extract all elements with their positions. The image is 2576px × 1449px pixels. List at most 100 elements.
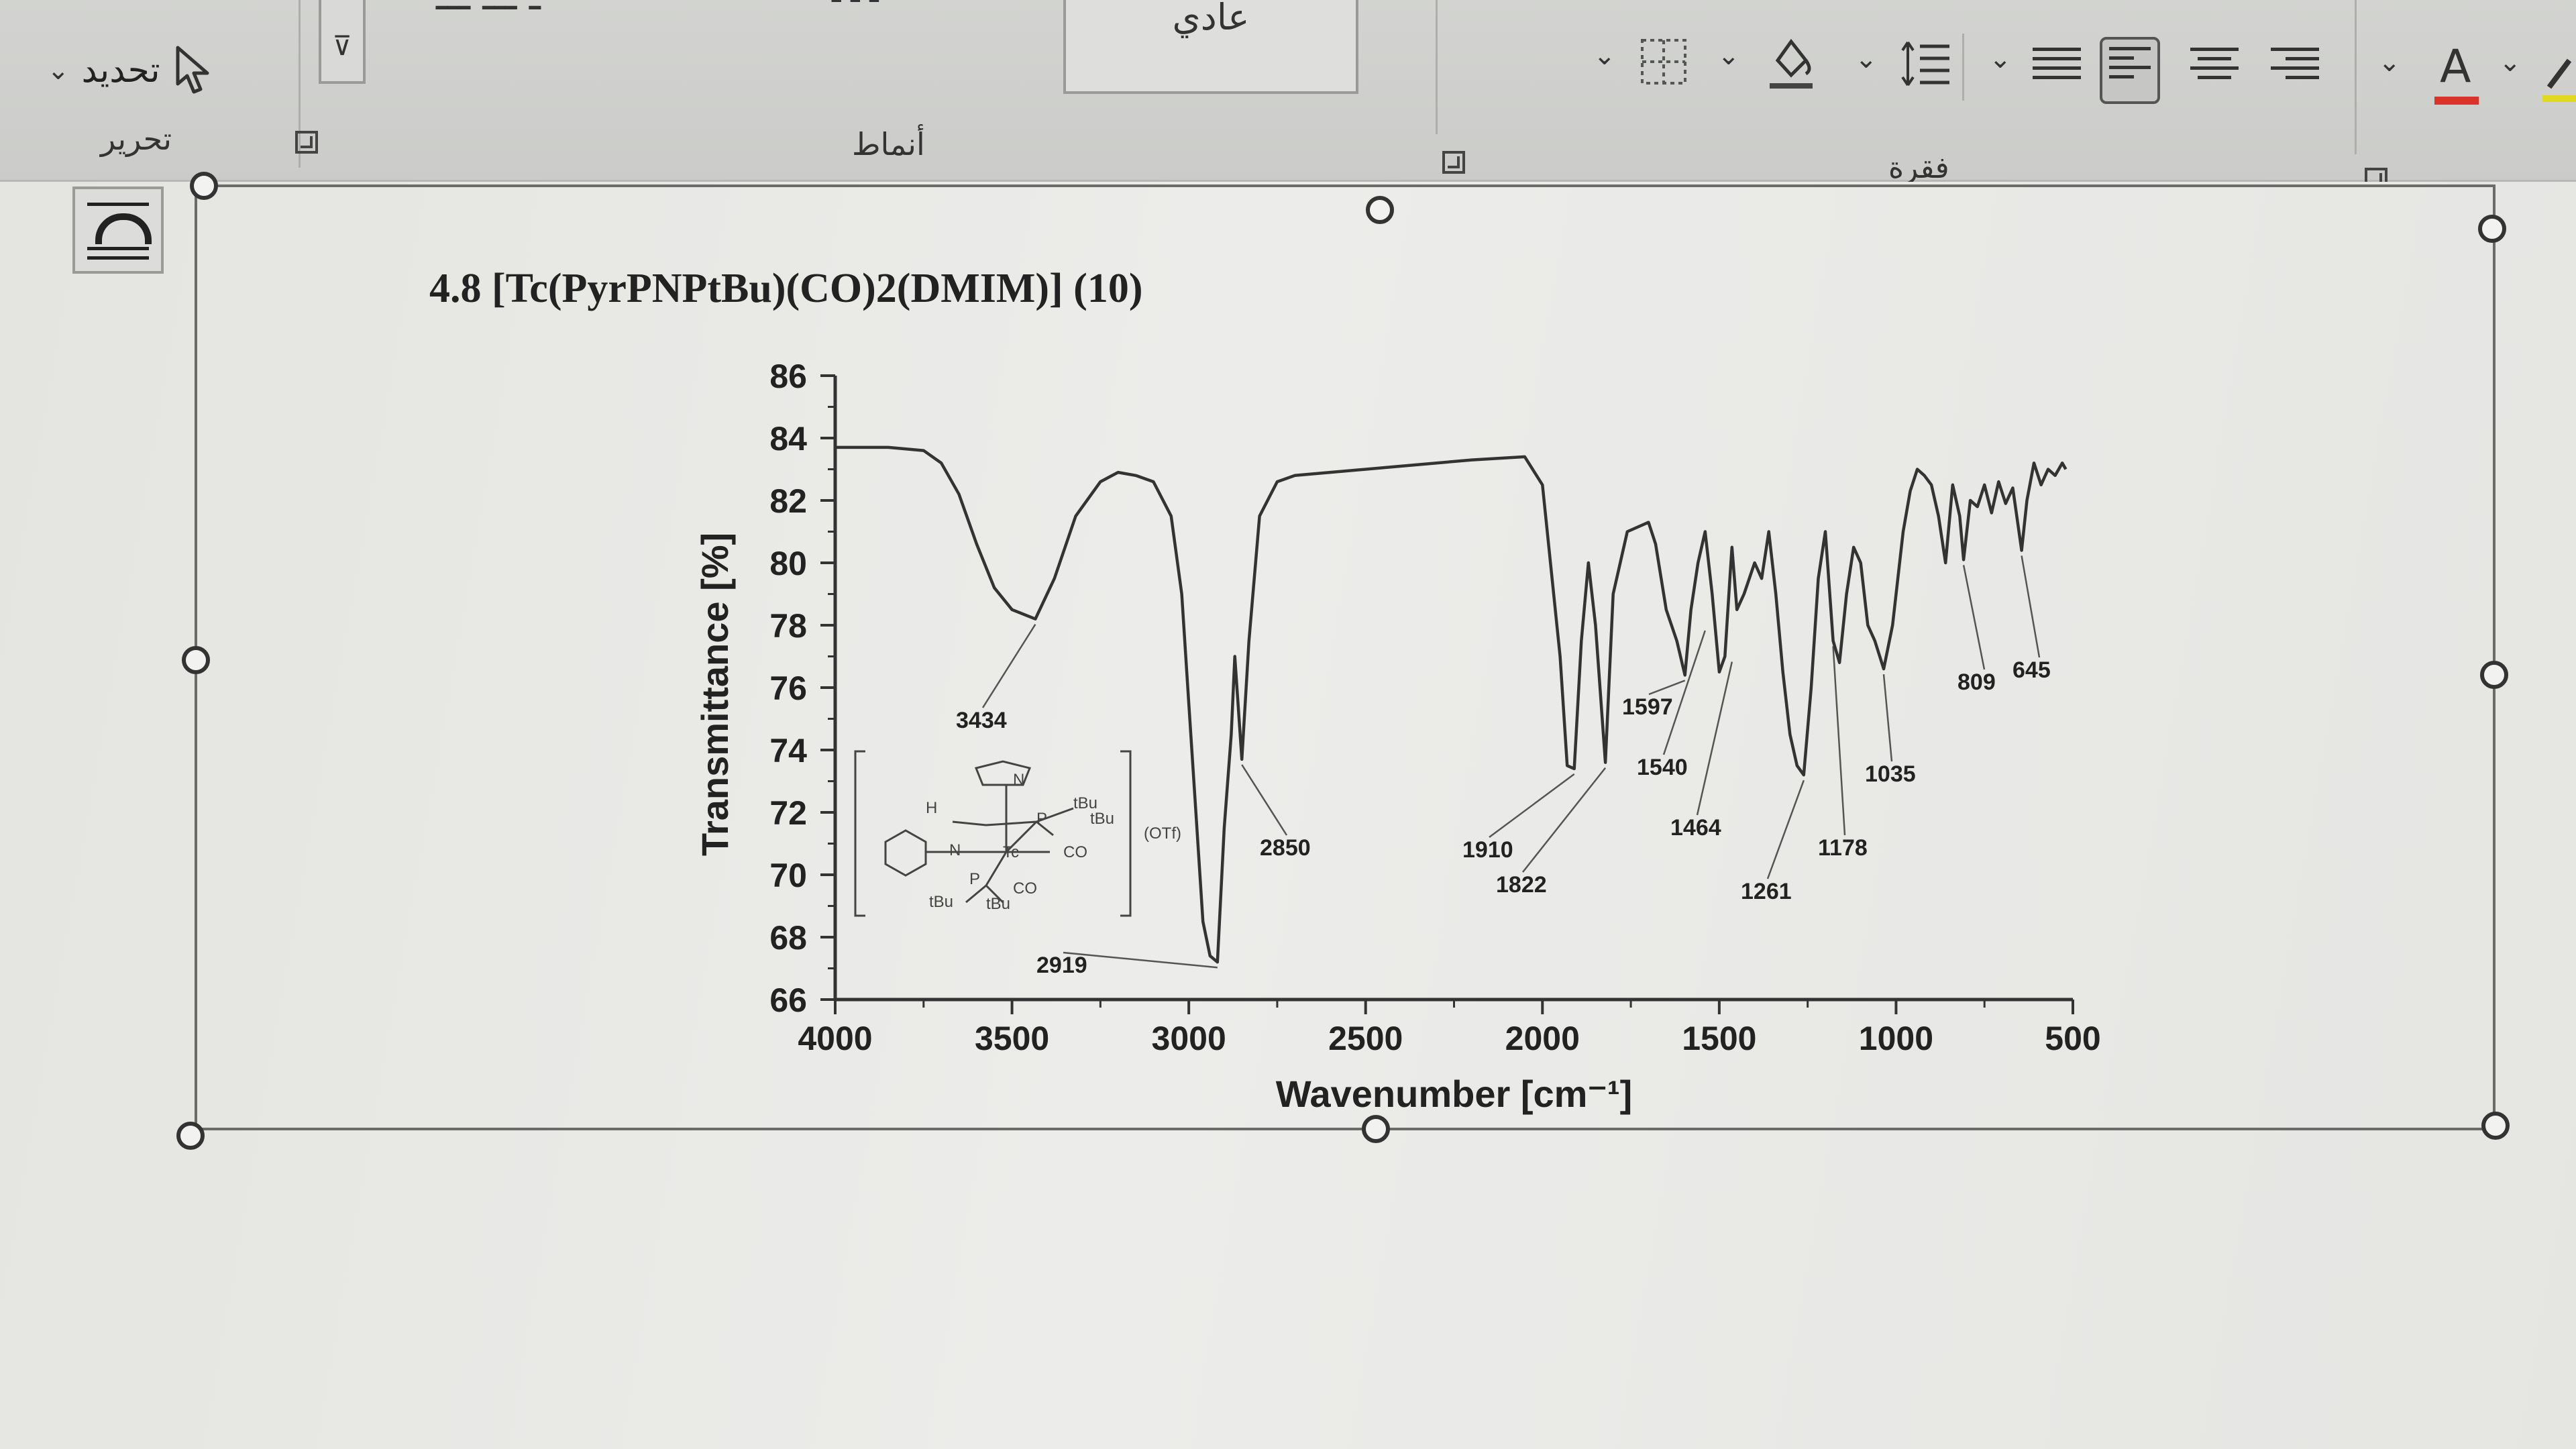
peak-label: 1261 (1741, 879, 1792, 904)
annotation-leader (1696, 661, 1733, 816)
resize-handle-top-left[interactable] (190, 172, 218, 200)
inset-atom-label: tBu (1073, 794, 1097, 812)
group-divider (1436, 0, 1438, 134)
annotation-leader (1489, 773, 1575, 839)
x-tick-label: 500 (2045, 1020, 2100, 1057)
editing-dialog-launcher-icon[interactable] (295, 131, 318, 154)
borders-icon[interactable] (1637, 35, 1690, 89)
resize-handle-top-right[interactable] (2478, 215, 2506, 243)
figure-heading: 4.8 [Tc(PyrPNPtBu)(CO)2(DMIM)] (10) (429, 266, 1143, 311)
chevron-down-icon[interactable]: ⌄ (1593, 40, 1616, 71)
layout-options-button[interactable] (72, 186, 164, 274)
font-color-letter: A (2440, 40, 2471, 93)
font-color-icon[interactable]: A (2432, 40, 2485, 107)
peak-label: 1540 (1637, 755, 1688, 780)
shading-icon[interactable] (1764, 34, 1818, 94)
align-center-icon[interactable] (2190, 42, 2239, 90)
x-axis-label: Wavenumber [cm⁻¹] (1276, 1073, 1633, 1115)
y-tick-label: 70 (769, 857, 807, 894)
y-tick-label: 82 (769, 482, 807, 520)
styles-expand-button[interactable]: ⊽ (319, 0, 366, 84)
pyridine-ring (884, 829, 927, 877)
chevron-down-icon[interactable]: ⌄ (2378, 47, 2401, 78)
editing-group-label: تحرير (101, 121, 172, 157)
inset-atom-label: tBu (986, 895, 1010, 913)
y-tick-label: 78 (769, 607, 807, 645)
peak-label: 1178 (1818, 835, 1868, 861)
imidazolium-ring (974, 760, 1032, 786)
inset-bracket-left (854, 750, 865, 917)
resize-handle-bottom-left[interactable] (176, 1122, 205, 1150)
styles-gallery-item[interactable]: ـ ـــ ـــ (436, 0, 541, 19)
select-button[interactable]: ⌄ تحديد (47, 40, 248, 101)
normal-style-box[interactable]: عادي (1063, 0, 1358, 94)
resize-handle-right[interactable] (2480, 661, 2508, 689)
inset-atom-label: N (949, 841, 961, 859)
divider (1962, 34, 1964, 101)
peak-annotations: 3434 2919 2850 1910 1822 1597 1540 1464 1261 1178… (956, 555, 2051, 978)
resize-handle-top[interactable] (1366, 196, 1394, 224)
y-tick-label: 66 (769, 981, 807, 1019)
inset-atom-label: Tc (1003, 843, 1019, 861)
highlight-pen-icon[interactable] (2542, 54, 2576, 107)
x-tick-label: 3500 (975, 1020, 1049, 1057)
inset-atom-label: CO (1013, 879, 1037, 898)
peak-label: 1822 (1496, 872, 1547, 898)
resize-handle-bottom[interactable] (1362, 1115, 1390, 1143)
peak-label: 809 (1957, 669, 1996, 695)
group-divider (2355, 0, 2357, 154)
annotation-leader (1662, 630, 1706, 755)
y-axis-label: Transmittance [%] (694, 533, 736, 856)
styles-group-label: أنماط (852, 126, 925, 162)
chevron-down-icon[interactable]: ⌄ (47, 55, 70, 86)
peak-label: 1035 (1865, 761, 1916, 787)
annotation-leader (1063, 951, 1218, 969)
x-tick-label: 1500 (1682, 1020, 1756, 1057)
annotation-leader (1522, 767, 1607, 873)
chevron-down-icon[interactable]: ⌄ (1717, 40, 1740, 71)
annotation-leader (1832, 646, 1846, 836)
resize-handle-bottom-right[interactable] (2481, 1112, 2510, 1140)
y-tick-label: 72 (769, 794, 807, 832)
x-tick-label: 2000 (1505, 1020, 1580, 1057)
x-tick-label: 2500 (1328, 1020, 1403, 1057)
group-divider (299, 0, 301, 168)
document-page[interactable] (0, 182, 2576, 1449)
annotation-leader (1648, 680, 1686, 696)
pointer-icon (176, 46, 209, 94)
justify-icon[interactable] (2033, 42, 2081, 90)
align-left-icon[interactable] (2100, 37, 2160, 104)
y-tick-label: 86 (769, 358, 807, 395)
ribbon: ⌄ تحديد تحرير ⊽ ـ ـــ ـــ ـ ـ ـ عادي أنم… (0, 0, 2576, 191)
inset-atom-label: tBu (1090, 810, 1114, 828)
x-tick-label: 1000 (1859, 1020, 1933, 1057)
peak-label: 645 (2012, 657, 2051, 683)
inset-atom-label: CO (1063, 843, 1087, 861)
chevron-down-icon[interactable]: ⌄ (1855, 44, 1878, 74)
peak-label: 1910 (1462, 837, 1513, 863)
resize-handle-left[interactable] (182, 646, 210, 674)
y-tick-label: 84 (769, 420, 807, 458)
font-color-swatch (2434, 97, 2479, 105)
y-tick-label: 74 (769, 732, 807, 769)
inset-atom-label: H (926, 799, 937, 817)
paragraph-group-label: فقرة (1888, 151, 1949, 185)
x-tick-label: 3000 (1152, 1020, 1226, 1057)
styles-dialog-launcher-icon[interactable] (1442, 151, 1465, 174)
inset-atom-label: tBu (929, 893, 953, 911)
annotation-leader (1882, 674, 1893, 762)
annotation-leader (1766, 780, 1805, 879)
align-right-icon[interactable] (2271, 42, 2319, 90)
chevron-down-icon[interactable]: ⌄ (1989, 44, 2012, 74)
chevron-down-icon[interactable]: ⌄ (2499, 47, 2522, 78)
line-spacing-icon[interactable] (1898, 37, 1952, 91)
peak-label: 3434 (956, 708, 1007, 733)
select-label: تحديد (81, 50, 160, 91)
inset-atom-label: P (1036, 810, 1047, 828)
y-tick-label: 76 (769, 669, 807, 707)
styles-gallery-item[interactable]: ـ ـ ـ (832, 0, 879, 9)
inset-bracket-right (1120, 750, 1132, 917)
spectrum-line (835, 445, 2068, 964)
